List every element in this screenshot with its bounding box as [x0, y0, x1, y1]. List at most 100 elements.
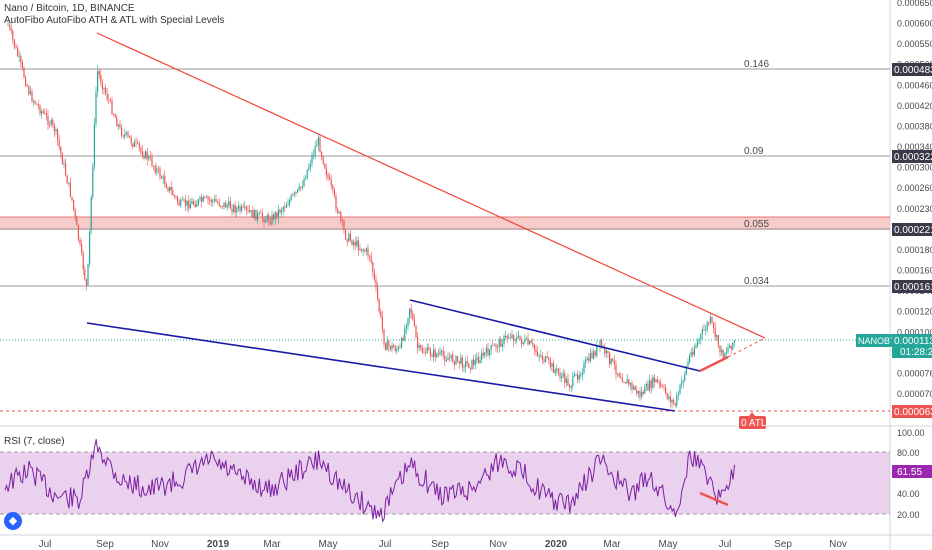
candle-body: [349, 233, 351, 241]
candle-body: [12, 30, 14, 40]
candle-body: [609, 352, 611, 365]
candle-body: [79, 239, 81, 245]
candle-body: [407, 318, 409, 327]
candle-body: [330, 179, 332, 186]
candle-body: [577, 374, 579, 380]
candle-body: [657, 379, 659, 382]
candle-body: [681, 382, 683, 385]
price-axis-label: 0.0003000: [897, 163, 932, 173]
candle-body: [545, 356, 547, 362]
candle-body: [612, 358, 614, 361]
candle-body: [588, 358, 590, 362]
candle-body: [369, 255, 371, 257]
candle-body: [442, 350, 444, 356]
current-price-badges: NANOBTC 0.0001134 01:28:23: [856, 334, 932, 358]
candle-body: [252, 210, 254, 218]
candle-body: [533, 344, 535, 350]
candle-body: [393, 345, 395, 348]
candle-body: [220, 205, 222, 207]
candle-body: [557, 368, 559, 374]
price-axis-label: 0.0003800: [897, 121, 932, 131]
candle-body: [249, 210, 251, 213]
candle-body: [596, 345, 598, 356]
candle-body: [353, 241, 355, 245]
candle-body: [727, 347, 729, 352]
candle-body: [402, 338, 404, 341]
candle-body: [303, 178, 305, 187]
indicator-legend[interactable]: AutoFibo AutoFibo ATH & ATL with Special…: [4, 15, 225, 26]
candle-body: [425, 352, 427, 354]
candle-body: [490, 345, 492, 350]
candle-body: [300, 186, 302, 188]
candle-body: [33, 101, 35, 102]
candle-body: [266, 215, 268, 221]
candle-body: [66, 175, 68, 184]
wedge-lower-line: [86, 322, 676, 412]
candle-body: [146, 151, 148, 160]
candle-body: [378, 299, 380, 312]
candle-body: [308, 166, 310, 170]
channel-upper-line: [409, 299, 701, 372]
candle-body: [721, 350, 723, 353]
candle-body: [210, 199, 212, 203]
candle-body: [193, 201, 195, 205]
time-axis-label: Mar: [263, 539, 281, 550]
candle-body: [634, 386, 636, 391]
candle-body: [386, 340, 388, 350]
candle-body: [111, 100, 113, 115]
time-axis-label: Sep: [431, 539, 449, 550]
candle-body: [305, 178, 307, 180]
candle-body: [546, 356, 548, 358]
candle-body: [103, 87, 105, 89]
candle-body: [493, 344, 495, 346]
candle-body: [620, 376, 622, 379]
candle-body: [705, 329, 707, 331]
candle-body: [50, 119, 52, 125]
candle-body: [668, 396, 670, 399]
candle-body: [63, 163, 65, 165]
candle-body: [439, 351, 441, 354]
candle-body: [505, 335, 507, 337]
candle-body: [549, 359, 551, 368]
rsi-legend[interactable]: RSI (7, close): [4, 436, 65, 447]
time-axis-label: May: [319, 539, 338, 550]
candle-body: [364, 250, 366, 252]
candle-body: [692, 351, 694, 356]
candle-body: [514, 340, 516, 342]
candle-body: [391, 345, 393, 350]
candle-body: [729, 345, 731, 348]
candle-body: [714, 327, 716, 338]
candle-body: [45, 113, 47, 116]
candle-body: [479, 359, 481, 363]
candle-body: [441, 350, 443, 352]
candle-body: [404, 328, 406, 341]
candle-body: [621, 378, 623, 383]
candle-body: [524, 339, 526, 343]
candle-body: [169, 186, 171, 191]
candle-body: [73, 199, 75, 210]
candle-body: [247, 209, 249, 211]
candle-body: [167, 188, 169, 191]
candle-body: [594, 351, 596, 356]
candle-body: [357, 240, 359, 251]
time-axis[interactable]: Jul Sep Nov 2019 Mar May Jul Sep Nov 2020 Mar May Ju…: [39, 539, 847, 550]
candle-body: [199, 197, 201, 200]
candle-body: [170, 186, 172, 191]
candle-body: [189, 203, 191, 209]
rsi-divergence-line: [699, 491, 729, 507]
candle-body: [481, 352, 483, 360]
symbol-legend[interactable]: Nano / Bitcoin, 1D, BINANCE: [4, 3, 135, 14]
candle-body: [89, 230, 91, 264]
candle-body: [365, 248, 367, 252]
candle-body: [125, 132, 127, 134]
tradingview-logo-icon[interactable]: ◆: [4, 512, 22, 530]
time-axis-label: Mar: [603, 539, 621, 550]
candle-body: [149, 156, 151, 158]
candle-body: [244, 206, 246, 208]
rsi-axis-label: 100.00: [897, 428, 925, 438]
candle-body: [570, 385, 572, 388]
candle-body: [610, 358, 612, 365]
candle-body: [516, 337, 518, 341]
